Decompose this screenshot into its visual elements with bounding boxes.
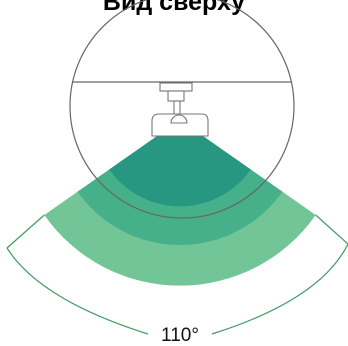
angle-label: 110° — [161, 325, 199, 346]
angle-indicator — [6, 214, 348, 335]
detection-zone-near — [109, 120, 251, 207]
sensor-mount-icon — [151, 82, 209, 137]
page-title: Вид сверху — [102, 0, 246, 16]
room-circle — [69, 0, 295, 219]
